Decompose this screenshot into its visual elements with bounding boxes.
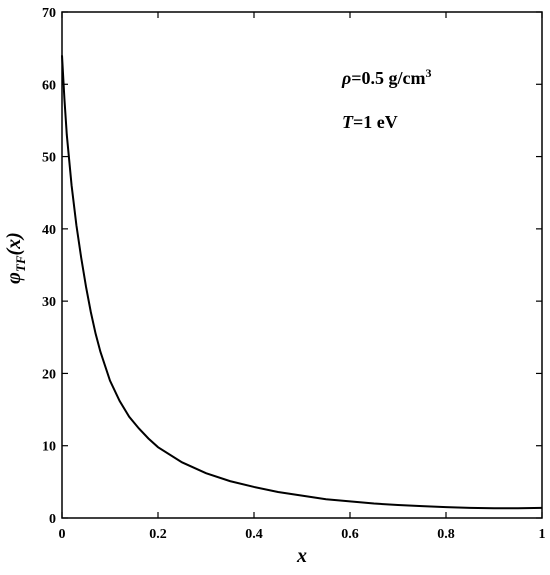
y-tick-label: 50	[42, 151, 56, 166]
plot-frame	[61, 11, 543, 519]
y-axis-title: φTF(x)	[3, 232, 28, 284]
y-axis-title-base: φ	[3, 272, 25, 284]
y-tick-label: 20	[42, 367, 56, 382]
annotation-density-symbol: ρ	[341, 68, 351, 88]
y-tick-label: 70	[42, 6, 56, 21]
annotation-density: ρ=0.5 g/cm3	[341, 66, 432, 88]
annotation-density-text: =0.5 g/cm	[351, 68, 425, 88]
x-axis-ticks: 0 0.2 0.4 0.6 0.8 1	[59, 12, 546, 542]
annotation-density-superscript: 3	[426, 66, 432, 80]
x-tick-label: 0.6	[341, 527, 359, 542]
y-tick-label: 60	[42, 78, 56, 93]
y-tick-label: 30	[42, 295, 56, 310]
x-axis-title: x	[296, 545, 307, 567]
y-axis-ticks: 0 10 20 30 40 50 60 70	[42, 6, 542, 527]
y-tick-label: 10	[42, 440, 56, 455]
y-axis-title-subscript: TF	[13, 255, 28, 272]
y-tick-label: 0	[49, 512, 56, 527]
y-tick-label: 40	[42, 223, 56, 238]
x-tick-label: 0.8	[437, 527, 455, 542]
y-axis-title-argument: (x)	[3, 232, 25, 255]
x-tick-label: 0	[59, 527, 66, 542]
series-line	[61, 55, 543, 510]
annotation-temperature: T=1 eV	[342, 112, 398, 132]
x-tick-label: 1	[539, 527, 546, 542]
x-tick-label: 0.2	[149, 527, 167, 542]
x-tick-label: 0.4	[245, 527, 263, 542]
annotation-temperature-symbol: T	[342, 112, 354, 132]
annotation-temperature-text: =1 eV	[353, 112, 398, 132]
